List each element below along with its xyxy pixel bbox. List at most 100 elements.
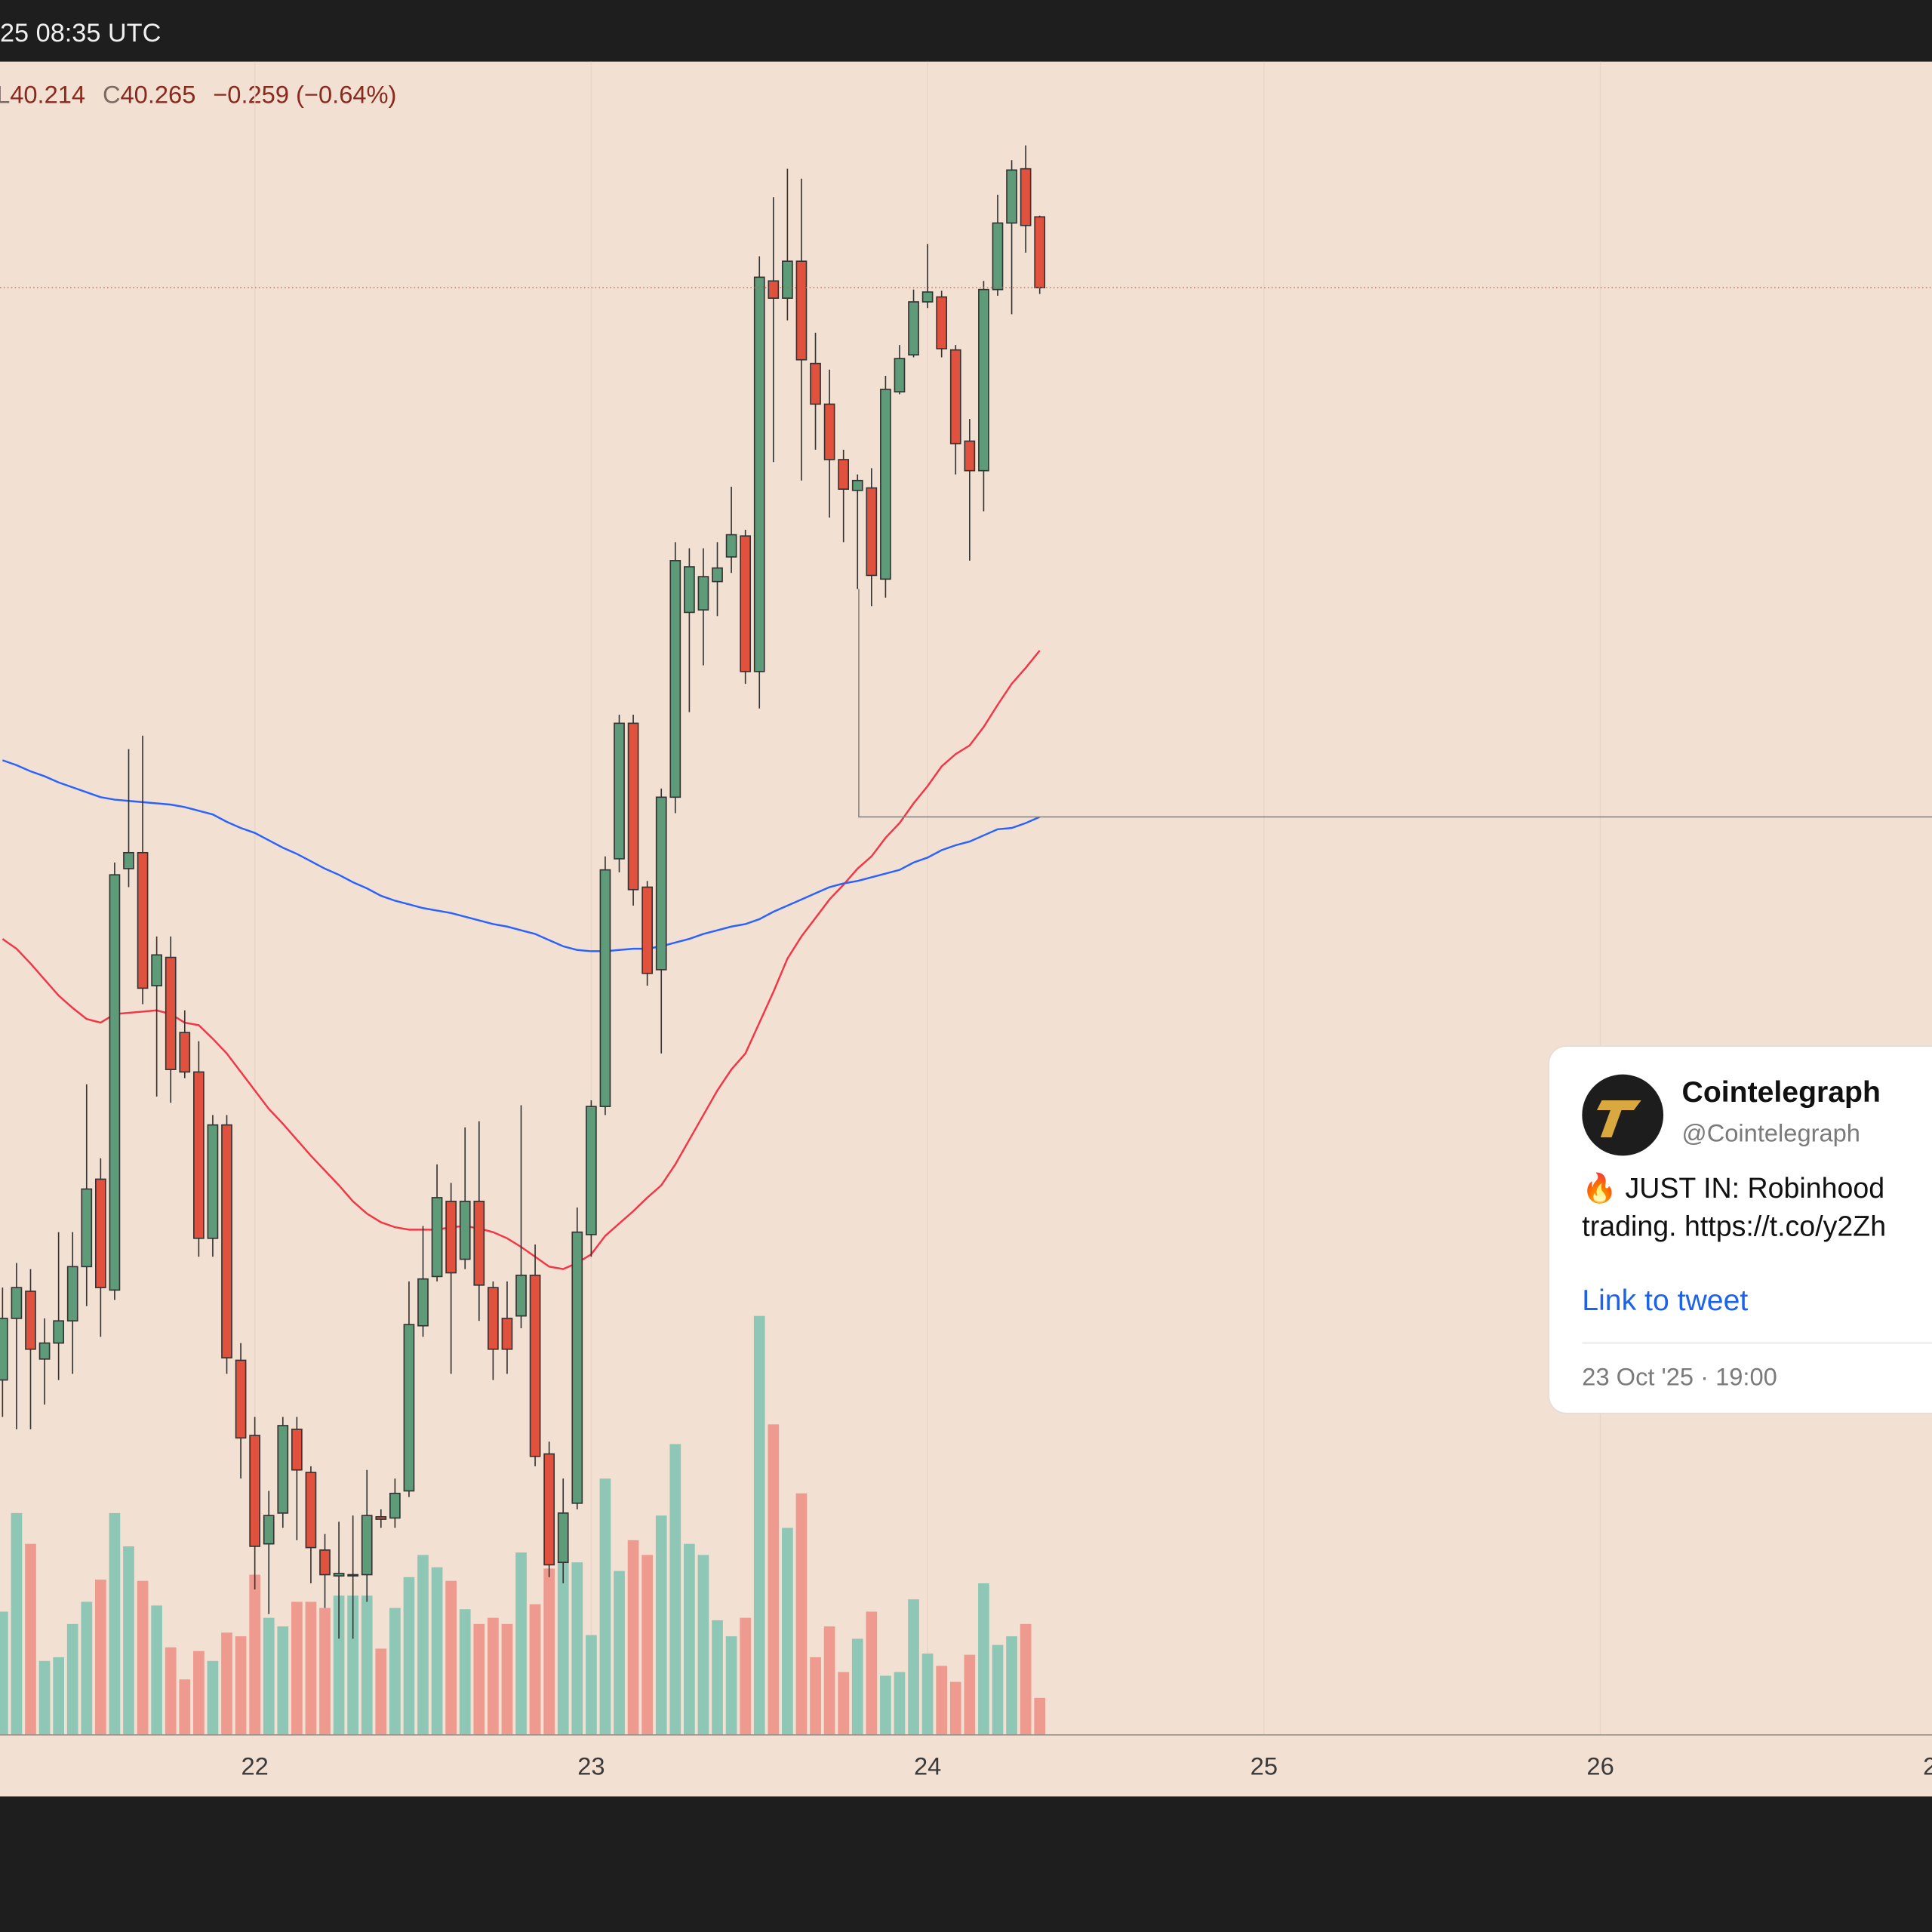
candle-body bbox=[725, 534, 737, 558]
candle-body bbox=[305, 1472, 317, 1549]
candle-body bbox=[753, 276, 765, 672]
volume-bar bbox=[992, 1644, 1004, 1735]
candle-body bbox=[697, 576, 709, 611]
candle-body bbox=[894, 358, 906, 392]
candle-body bbox=[501, 1318, 513, 1350]
volume-bar bbox=[291, 1601, 303, 1735]
candle-body bbox=[375, 1515, 387, 1520]
candle-body bbox=[908, 301, 919, 356]
candle-body bbox=[445, 1201, 457, 1274]
candle-body bbox=[488, 1287, 499, 1350]
close-label: C bbox=[103, 80, 121, 108]
volume-bar bbox=[459, 1609, 471, 1735]
volume-bar bbox=[38, 1660, 51, 1735]
candle-body bbox=[782, 260, 793, 299]
volume-bar bbox=[712, 1620, 723, 1735]
volume-bar bbox=[921, 1654, 934, 1735]
tweet-handle: @Cointelegraph bbox=[1682, 1118, 1860, 1146]
avatar bbox=[1582, 1074, 1664, 1156]
volume bbox=[0, 1315, 1046, 1735]
volume-bar bbox=[894, 1672, 906, 1735]
volume-bar bbox=[851, 1638, 863, 1735]
volume-bar bbox=[445, 1580, 457, 1735]
volume-bar bbox=[0, 1611, 8, 1735]
volume-bar bbox=[277, 1626, 289, 1735]
candle-body bbox=[992, 222, 1004, 291]
volume-bar bbox=[1020, 1623, 1032, 1735]
volume-bar bbox=[614, 1571, 625, 1735]
volume-bar bbox=[473, 1623, 485, 1735]
volume-bar bbox=[669, 1444, 681, 1735]
volume-bar bbox=[165, 1647, 177, 1735]
volume-bar bbox=[768, 1424, 780, 1735]
volume-bar bbox=[866, 1611, 878, 1735]
candle-body bbox=[712, 567, 723, 583]
candle-body bbox=[221, 1124, 232, 1358]
candle-body bbox=[0, 1318, 8, 1381]
volume-bar bbox=[529, 1604, 541, 1735]
volume-bar bbox=[880, 1675, 891, 1735]
plot: 22 23 24 25 26 27 bbox=[0, 61, 1932, 1780]
candle-body bbox=[291, 1429, 303, 1471]
volume-bar bbox=[109, 1512, 121, 1735]
volume-bar bbox=[978, 1583, 989, 1735]
candle-body bbox=[795, 260, 808, 361]
volume-bar bbox=[586, 1635, 597, 1735]
volume-bar bbox=[908, 1599, 919, 1735]
volume-bar bbox=[319, 1607, 331, 1735]
candle-body bbox=[277, 1425, 289, 1514]
tweet-card[interactable]: Cointelegraph @Cointelegraph 🔥 JUST IN: … bbox=[1548, 1045, 1932, 1414]
volume-bar bbox=[263, 1617, 275, 1735]
timestamp: 25 08:35 UTC bbox=[0, 19, 161, 48]
volume-bar bbox=[753, 1315, 765, 1735]
volume-bar bbox=[333, 1595, 345, 1735]
tweet-link[interactable]: Link to tweet bbox=[1582, 1284, 1748, 1317]
candle-body bbox=[179, 1032, 191, 1073]
candle-body bbox=[165, 956, 177, 1070]
candle-body bbox=[193, 1071, 205, 1239]
moving-average bbox=[2, 759, 1041, 952]
candle-body bbox=[81, 1188, 93, 1268]
candle-body bbox=[361, 1515, 373, 1576]
volume-bar bbox=[151, 1605, 162, 1735]
change: −0.259 (−0.64%) bbox=[213, 80, 396, 108]
candle-body bbox=[823, 403, 835, 460]
candle-body bbox=[66, 1266, 78, 1322]
volume-bar bbox=[810, 1657, 821, 1735]
x-tick-label: 25 bbox=[1251, 1752, 1278, 1780]
candle-body bbox=[403, 1324, 415, 1492]
volume-bar bbox=[697, 1555, 709, 1735]
x-tick-label: 23 bbox=[577, 1752, 605, 1780]
candle-body bbox=[515, 1274, 527, 1317]
volume-bar bbox=[740, 1617, 752, 1735]
volume-bar bbox=[249, 1574, 260, 1735]
candle-body bbox=[1034, 216, 1046, 289]
candle-body bbox=[207, 1124, 219, 1239]
volume-bar bbox=[557, 1552, 569, 1735]
candle-body bbox=[684, 566, 695, 614]
volume-bar bbox=[627, 1540, 639, 1735]
candle-body bbox=[571, 1231, 583, 1504]
volume-bar bbox=[207, 1660, 219, 1735]
volume-bar bbox=[389, 1607, 401, 1735]
volume-bar bbox=[361, 1595, 373, 1735]
candle-body bbox=[599, 869, 611, 1107]
candle-body bbox=[109, 874, 121, 1291]
low-label: L bbox=[0, 80, 10, 108]
volume-bar bbox=[403, 1577, 415, 1735]
candle-body bbox=[53, 1320, 64, 1344]
candle-body bbox=[614, 722, 625, 860]
low-value: 40.214 bbox=[10, 80, 85, 108]
tweet-text: trading. https://t.co/y2Zh bbox=[1582, 1211, 1886, 1242]
candle-body bbox=[529, 1274, 541, 1457]
volume-bar bbox=[782, 1527, 793, 1735]
candle-body bbox=[880, 389, 891, 580]
volume-bar bbox=[641, 1555, 654, 1735]
candle-body bbox=[655, 796, 667, 971]
x-tick-label: 24 bbox=[914, 1752, 941, 1780]
candle-body bbox=[319, 1549, 331, 1576]
drawing-line bbox=[858, 589, 1932, 818]
candle-body bbox=[838, 459, 850, 490]
volume-bar bbox=[684, 1543, 695, 1735]
